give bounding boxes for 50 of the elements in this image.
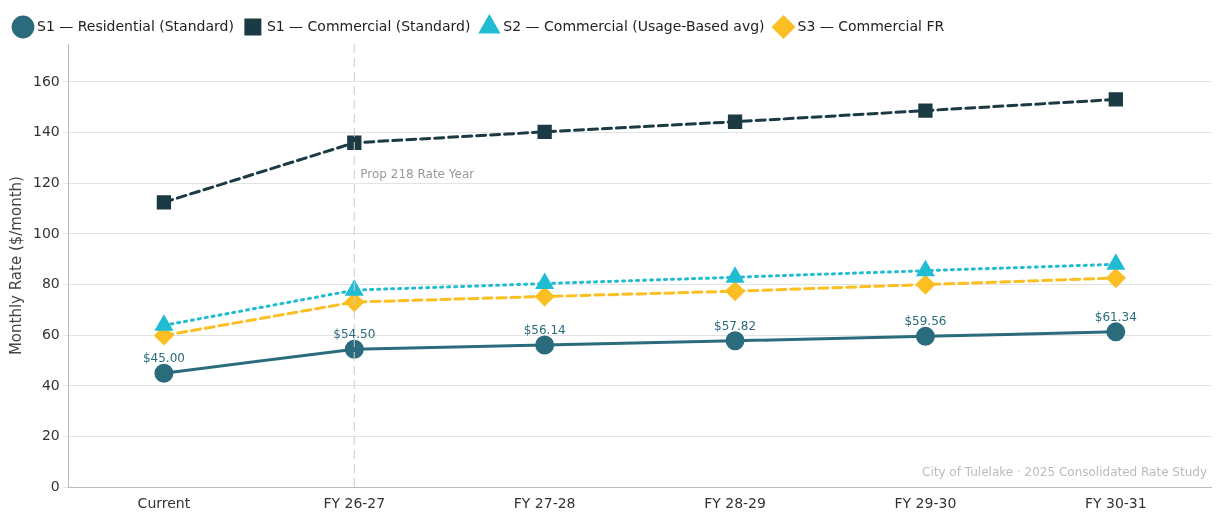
point	[915, 326, 935, 346]
point	[347, 135, 362, 150]
y-tick-label: 120	[32, 173, 60, 190]
point	[156, 195, 172, 210]
data-label: $45.00	[142, 351, 185, 366]
point	[1106, 322, 1126, 342]
point	[915, 275, 935, 295]
legend-label: S1 — Residential (Standard)	[37, 17, 234, 34]
point	[536, 274, 554, 290]
x-tick-label: FY 29-30	[894, 495, 957, 512]
data-label: $56.14	[523, 323, 566, 338]
legend-label: S2 — Commercial (Usage-Based avg)	[503, 17, 765, 34]
point	[537, 124, 552, 140]
y-tick-label: 160	[32, 72, 60, 89]
point	[155, 315, 173, 331]
legend-label: S3 — Commercial FR	[797, 17, 945, 34]
y-tick-label: 40	[41, 376, 60, 393]
annotation: City of Tulelake · 2025 Consolidated Rate Study	[922, 465, 1207, 480]
point	[345, 280, 363, 296]
point	[344, 339, 364, 359]
point	[1106, 268, 1126, 288]
x-tick-label: FY 27-28	[513, 495, 576, 512]
data-label: $54.50	[333, 327, 376, 342]
x-tick-label: Current	[137, 495, 191, 512]
data-label: $57.82	[714, 318, 757, 333]
y-tick-label: 20	[41, 427, 60, 444]
point	[725, 331, 745, 351]
ref-line-label: Prop 218 Rate Year	[360, 167, 475, 182]
point	[535, 287, 555, 306]
x-tick-label: FY 30-31	[1084, 495, 1147, 512]
x-tick-label: FY 28-29	[704, 495, 766, 512]
point	[154, 363, 174, 383]
y-tick-label: 60	[41, 325, 60, 342]
y-axis-title: Monthly Rate ($/month)	[6, 176, 25, 356]
data-label: $59.56	[904, 314, 947, 329]
data-label: $61.34	[1094, 309, 1137, 324]
y-tick-label: 80	[41, 275, 60, 292]
point	[725, 281, 745, 301]
point	[1107, 254, 1125, 270]
x-tick-label: FY 26-27	[323, 495, 386, 512]
y-tick-label: 140	[32, 123, 60, 140]
point	[1108, 92, 1123, 107]
y-tick-label: 0	[50, 477, 60, 494]
point	[726, 267, 744, 283]
point	[727, 114, 743, 129]
point	[918, 103, 933, 118]
point	[535, 335, 555, 355]
legend-label: S1 — Commercial (Standard)	[266, 17, 471, 34]
point	[917, 261, 934, 277]
y-tick-label: 100	[32, 224, 60, 241]
